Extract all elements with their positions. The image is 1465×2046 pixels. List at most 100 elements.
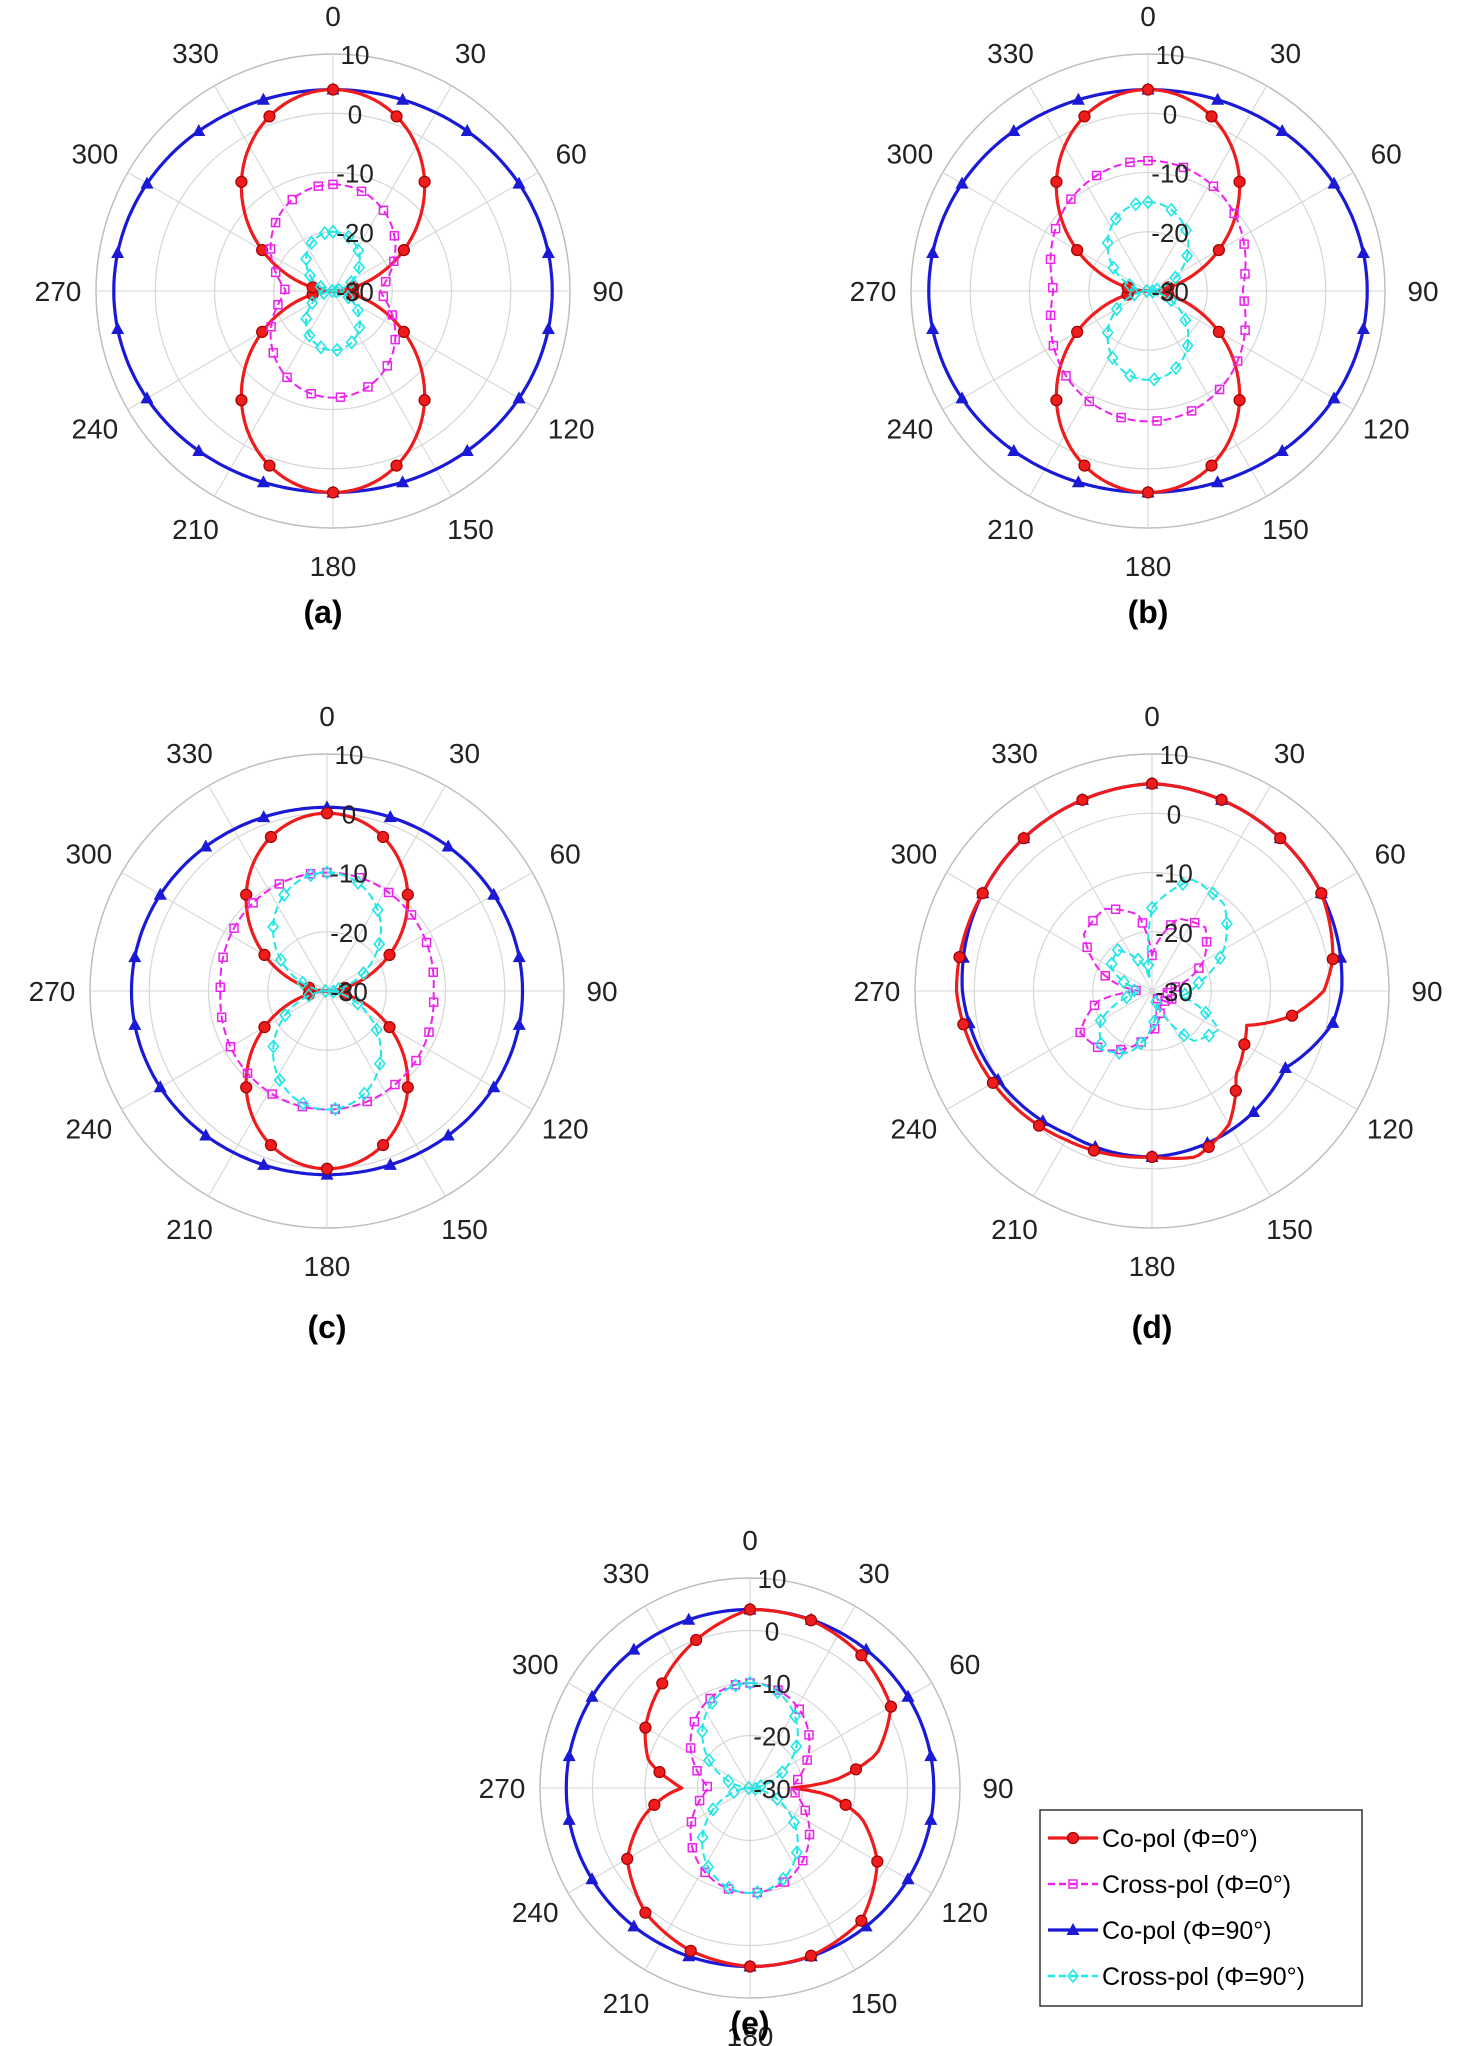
data-point <box>627 1642 641 1655</box>
data-point <box>371 902 384 918</box>
data-point <box>342 289 355 305</box>
data-point <box>512 950 526 963</box>
data-point <box>790 1787 800 1798</box>
data-point <box>1142 957 1155 973</box>
legend-marker <box>1066 1923 1080 1935</box>
data-point <box>376 830 390 844</box>
data-point <box>351 996 364 1011</box>
data-point <box>1094 1036 1108 1052</box>
data-point <box>428 997 439 1007</box>
data-point <box>1045 254 1056 265</box>
theta-tick-label: 240 <box>71 414 118 445</box>
data-point <box>267 1039 280 1054</box>
data-point <box>751 1885 764 1900</box>
data-point <box>390 110 403 123</box>
data-point <box>397 243 410 257</box>
data-point <box>1050 175 1063 188</box>
theta-tick-label: 300 <box>512 1649 559 1680</box>
grid-spoke <box>121 990 328 1110</box>
data-point <box>140 176 154 189</box>
data-point <box>1205 110 1218 123</box>
data-point <box>306 281 319 294</box>
data-point <box>351 303 364 318</box>
data-point <box>1202 1140 1215 1153</box>
data-point <box>976 887 989 900</box>
data-point <box>1194 963 1204 973</box>
data-point <box>702 1859 715 1875</box>
data-point <box>696 1723 709 1739</box>
data-point <box>153 1080 167 1093</box>
data-point <box>1145 1150 1159 1164</box>
data-point <box>790 1845 803 1860</box>
theta-tick-label: 330 <box>603 1558 650 1589</box>
data-point <box>727 1784 740 1800</box>
data-point <box>319 983 332 999</box>
r-tick-label: -10 <box>1151 159 1189 189</box>
data-point <box>1167 994 1177 1004</box>
data-point <box>1134 1035 1147 1051</box>
grid-spoke <box>749 1787 933 1894</box>
data-point <box>1148 1014 1161 1029</box>
data-point <box>955 391 969 404</box>
grid-spoke <box>127 290 334 410</box>
theta-tick-label: 150 <box>1266 1214 1313 1245</box>
data-point <box>300 311 313 327</box>
data-point <box>798 1855 808 1866</box>
data-point <box>1061 371 1071 381</box>
legend-label: Co-pol (Φ=0°) <box>1102 1825 1258 1853</box>
data-point <box>320 1162 334 1175</box>
data-point <box>722 1773 735 1789</box>
data-point <box>1141 83 1155 96</box>
data-point <box>390 1079 400 1090</box>
data-point <box>855 1914 868 1927</box>
data-point <box>707 1802 720 1817</box>
data-point <box>1078 459 1091 472</box>
theta-tick-label: 210 <box>166 1214 213 1245</box>
theta-tick-label: 60 <box>556 139 587 170</box>
grid-spoke <box>1147 172 1354 292</box>
data-point <box>1189 917 1200 928</box>
data-point <box>1212 325 1225 339</box>
data-point <box>1275 124 1289 137</box>
data-point <box>215 982 226 993</box>
data-point <box>267 1089 277 1099</box>
data-point <box>926 246 940 259</box>
data-point <box>1233 394 1246 407</box>
data-point <box>111 321 125 334</box>
data-point <box>302 988 315 1003</box>
data-point <box>306 295 319 311</box>
data-point <box>804 1614 818 1627</box>
data-point <box>1152 416 1162 426</box>
theta-tick-label: 270 <box>35 276 82 307</box>
data-point <box>1088 915 1098 926</box>
data-point <box>1211 475 1225 488</box>
data-point <box>1048 282 1058 293</box>
data-point <box>326 83 340 96</box>
data-point <box>383 887 394 898</box>
grid-spoke <box>749 1682 933 1789</box>
data-point <box>460 124 474 137</box>
data-point <box>345 335 358 350</box>
data-point <box>585 1689 599 1702</box>
theta-tick-label: 210 <box>603 1988 650 2019</box>
series-line <box>1098 878 1228 1054</box>
data-point <box>1141 194 1155 210</box>
data-point <box>313 181 324 191</box>
r-tick-label: 10 <box>1156 40 1185 70</box>
grid-spoke <box>332 85 452 292</box>
data-point <box>690 1633 703 1647</box>
polar-panel: 100-10-20-300306090120150180210240270300… <box>35 1 624 630</box>
series-copol0 <box>240 807 414 1175</box>
grid-spoke <box>567 1682 751 1789</box>
data-point <box>788 1815 801 1830</box>
data-point <box>111 246 125 259</box>
data-point <box>839 1798 852 1811</box>
r-tick-label: 0 <box>1163 99 1177 129</box>
theta-tick-label: 90 <box>586 976 617 1007</box>
data-point <box>687 1842 698 1853</box>
data-point <box>743 1675 757 1691</box>
data-point <box>1141 486 1155 499</box>
grid-spoke <box>1029 290 1149 497</box>
data-point <box>1101 325 1114 340</box>
data-point <box>1278 1061 1292 1074</box>
